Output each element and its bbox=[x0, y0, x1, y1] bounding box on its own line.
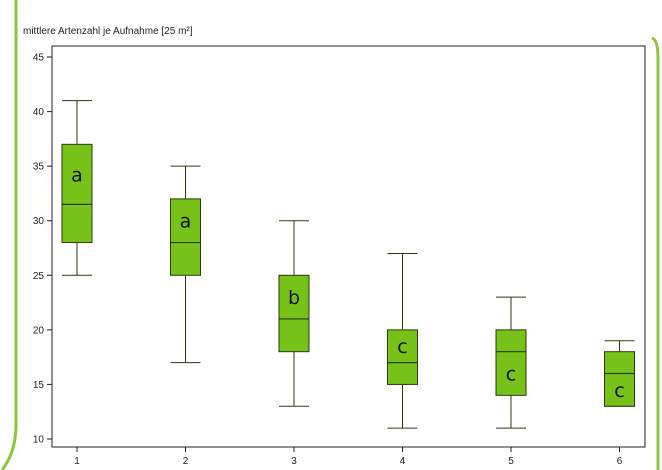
x-tick-label: 4 bbox=[400, 456, 406, 467]
box-iqr bbox=[170, 198, 201, 276]
x-tick-label: 2 bbox=[183, 456, 189, 467]
group-letter: c bbox=[506, 364, 516, 386]
x-tick-label: 3 bbox=[291, 456, 297, 467]
right-accent-curve bbox=[651, 36, 660, 470]
group-letter: c bbox=[397, 336, 407, 358]
y-tick-label: 10 bbox=[33, 435, 45, 446]
x-tick-label: 1 bbox=[74, 456, 80, 467]
y-tick-label: 20 bbox=[33, 325, 45, 336]
y-tick-label: 45 bbox=[33, 53, 45, 64]
group-letter: b bbox=[288, 287, 300, 309]
x-tick-label: 5 bbox=[508, 456, 514, 467]
left-accent-curve bbox=[0, 0, 18, 470]
y-tick-label: 30 bbox=[33, 216, 45, 227]
y-tick-label: 15 bbox=[33, 380, 45, 391]
chart-title: mittlere Artenzahl je Aufnahme [25 m²] bbox=[23, 26, 193, 37]
plot-frame bbox=[51, 45, 646, 448]
box-iqr bbox=[604, 351, 635, 407]
y-tick-label: 35 bbox=[33, 162, 45, 173]
box-iqr bbox=[61, 143, 93, 244]
y-tick-label: 40 bbox=[33, 107, 45, 118]
group-letter: a bbox=[180, 211, 192, 233]
y-tick-label: 25 bbox=[33, 271, 45, 282]
group-letter: a bbox=[71, 164, 83, 186]
box-iqr bbox=[278, 274, 310, 353]
x-tick-label: 6 bbox=[617, 456, 623, 467]
box-iqr bbox=[495, 329, 527, 396]
group-letter: c bbox=[614, 380, 624, 402]
box-iqr bbox=[387, 329, 418, 385]
